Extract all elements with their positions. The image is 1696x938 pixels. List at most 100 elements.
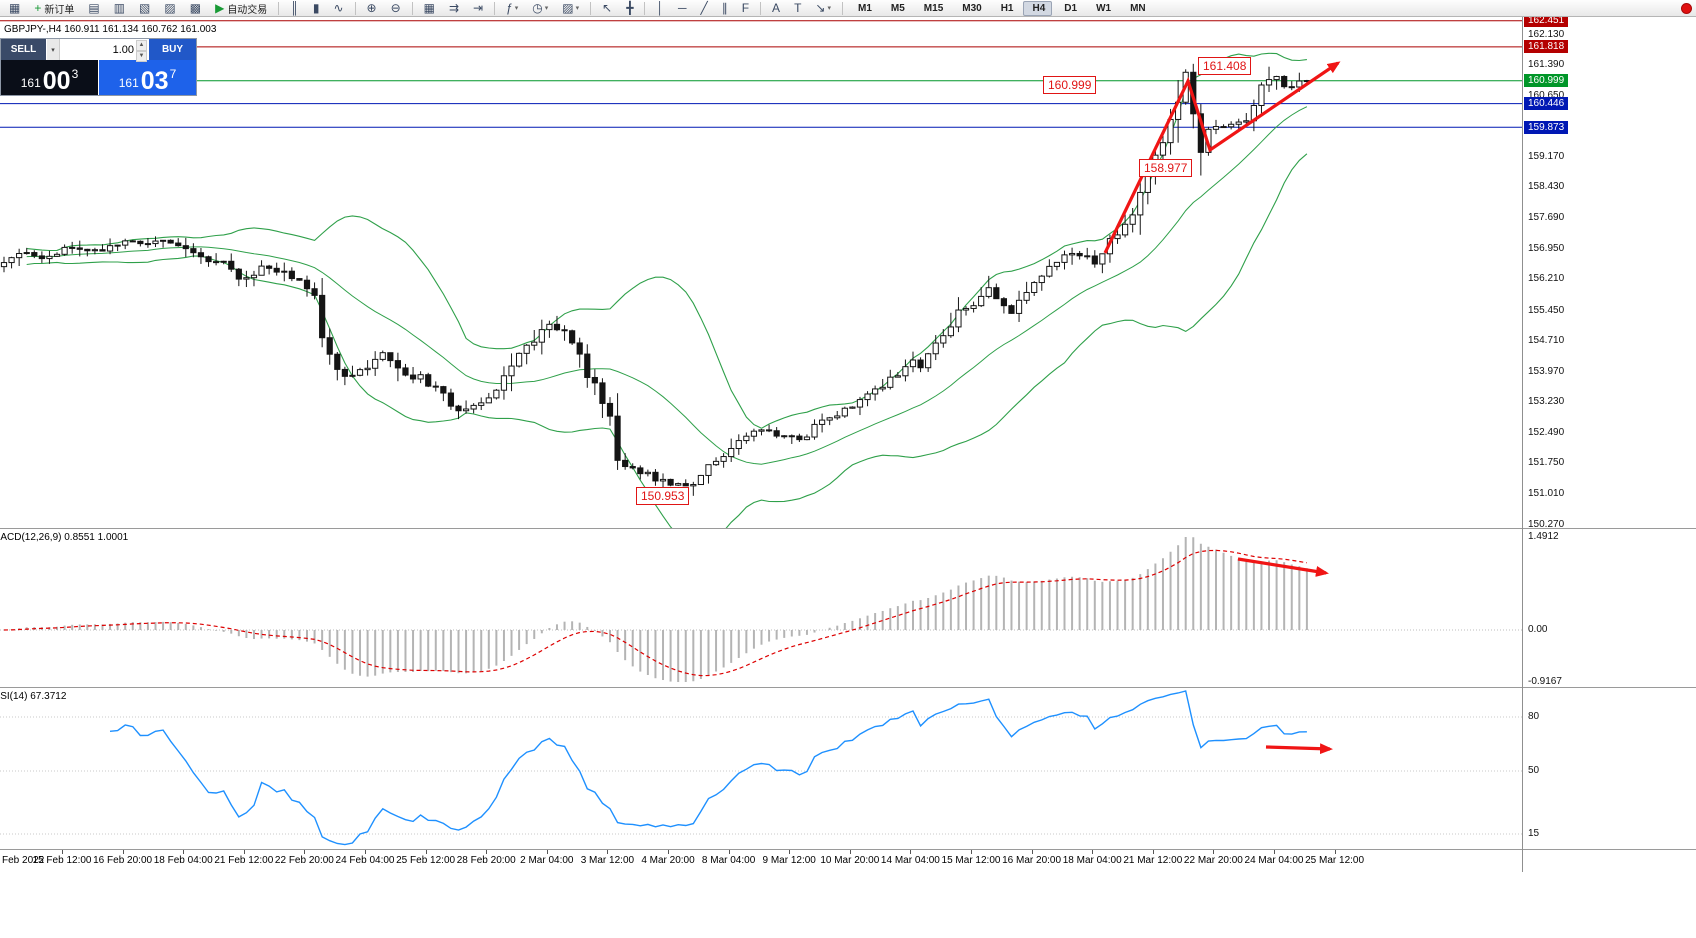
time-axis-label: 10 Mar 20:00 <box>820 855 880 866</box>
chart-shift-icon[interactable]: ⇥ <box>467 1 489 16</box>
indicators-icon[interactable]: ƒ ▾ <box>500 1 524 16</box>
sell-price-pips: 00 <box>42 67 71 95</box>
price-tick-label: 158.430 <box>1528 181 1565 193</box>
timeframe-m1-button-label: M1 <box>857 2 872 14</box>
trendline-icon[interactable]: ╱ <box>694 1 713 16</box>
sell-price[interactable]: 161 00 3 <box>1 60 98 95</box>
horizontal-line-icon: ─ <box>677 0 687 15</box>
buy-button[interactable]: BUY <box>148 39 196 60</box>
panel-separator[interactable] <box>0 528 1696 529</box>
timeframe-m15-button-label: M15 <box>923 2 944 14</box>
tile-windows-icon[interactable]: ▦ <box>418 1 441 16</box>
new-order-button[interactable]: + 新订单 <box>28 1 80 16</box>
macd-canvas[interactable] <box>0 529 1696 687</box>
terminal-icon[interactable]: ▨ <box>158 1 181 16</box>
chart-area: GBPJPY-,H4 160.911 161.134 160.762 161.0… <box>0 14 1696 530</box>
bar-chart-icon[interactable]: ║ <box>284 1 305 16</box>
timeframe-m15-button[interactable]: M15 <box>914 1 950 16</box>
zoom-in-icon[interactable]: ⊕ <box>361 1 383 16</box>
timeframe-m30-button[interactable]: M30 <box>952 1 988 16</box>
axis-separator <box>1522 17 1523 872</box>
volume-decrease-button[interactable]: ▼ <box>136 51 147 62</box>
time-axis[interactable]: Feb 2022 15 Feb 12:00 16 Feb 20:00 18 Feb 0… <box>0 850 1696 872</box>
macd-axis-label: 1.4912 <box>1528 531 1559 542</box>
time-axis-label: 16 Feb 20:00 <box>93 855 153 866</box>
time-axis-label: 22 Feb 20:00 <box>274 855 334 866</box>
buy-price[interactable]: 161 03 7 <box>98 60 196 95</box>
price-level-label: 160.446 <box>1524 97 1569 111</box>
chart-window-icon[interactable]: ▦ <box>3 1 26 16</box>
time-tick <box>728 850 730 854</box>
time-tick <box>607 850 609 854</box>
toolbar-separator <box>841 1 843 15</box>
toolbar-separator <box>278 1 280 15</box>
line-chart-icon: ∿ <box>333 0 344 15</box>
auto-scroll-icon[interactable]: ⇉ <box>443 1 465 16</box>
time-axis-label: 22 Mar 20:00 <box>1183 855 1243 866</box>
horizontal-line-icon[interactable]: ─ <box>672 1 693 16</box>
toolbar-separator <box>411 1 413 15</box>
candlestick-chart-icon[interactable]: ▮ <box>307 1 326 16</box>
data-window-icon[interactable]: ▥ <box>108 1 131 16</box>
channel-icon[interactable]: ∥ <box>716 1 734 16</box>
crosshair-icon[interactable]: ╋ <box>620 1 639 16</box>
zoom-out-icon[interactable]: ⊖ <box>385 1 407 16</box>
panel-separator[interactable] <box>0 687 1696 688</box>
sell-price-big-figure: 161 <box>20 76 41 90</box>
templates-icon[interactable]: ▨ ▾ <box>556 1 585 16</box>
timeframe-m5-button[interactable]: M5 <box>881 1 912 16</box>
price-tick-label: 160.650 <box>1528 89 1565 101</box>
strategy-tester-icon[interactable]: ▩ <box>184 1 207 16</box>
arrows-icon[interactable]: ↘ ▾ <box>809 1 837 16</box>
strategy-tester-icon: ▩ <box>189 0 202 15</box>
sell-price-point: 3 <box>71 67 79 81</box>
timeframe-mn-button[interactable]: MN <box>1120 1 1153 16</box>
chart-shift-icon: ⇥ <box>473 0 484 15</box>
timeframe-h4-button[interactable]: H4 <box>1022 0 1053 16</box>
autotrade-button[interactable]: ▶ 自动交易 <box>209 1 273 16</box>
time-tick <box>183 850 185 854</box>
volume-increase-button[interactable]: ▲ <box>136 40 147 51</box>
price-axis[interactable]: 162.130161.390160.650159.910159.170158.4… <box>1522 14 1696 530</box>
time-tick <box>365 850 366 854</box>
caret-down-icon: ▾ <box>514 5 519 12</box>
fibonacci-icon[interactable]: F <box>736 1 755 16</box>
text-label-icon[interactable]: T <box>788 1 807 16</box>
price-annotation: 161.408 <box>1198 57 1252 75</box>
volume-dropdown-button[interactable]: ▾ <box>47 39 60 60</box>
toolbar-separator <box>354 1 356 15</box>
time-axis-label: 9 Mar 12:00 <box>762 855 816 866</box>
arrows-icon: ↘ <box>815 0 826 15</box>
macd-label-area: MACD(12,26,9) 0.8551 1.0001 <box>0 532 230 545</box>
timeframe-d1-button[interactable]: D1 <box>1054 1 1084 16</box>
text-icon[interactable]: A <box>766 1 786 16</box>
macd-label: MACD(12,26,9) 0.8551 1.0001 <box>0 532 129 543</box>
rsi-axis-label: 15 <box>1528 828 1540 839</box>
time-axis-label: Feb 2022 <box>2 855 45 866</box>
price-tick-label: 154.710 <box>1528 335 1565 347</box>
toolbar-separator <box>590 1 592 15</box>
rsi-canvas[interactable] <box>0 688 1696 849</box>
periods-icon[interactable]: ◷ ▾ <box>526 1 554 16</box>
vertical-line-icon[interactable]: │ <box>650 1 670 16</box>
macd-panel: MACD(12,26,9) 0.8551 1.0001 1.4912 0.00 -0… <box>0 529 1696 687</box>
notification-icon[interactable] <box>1681 3 1692 14</box>
price-tick-label: 162.130 <box>1528 28 1565 40</box>
time-axis-label: 3 Mar 12:00 <box>580 855 635 866</box>
time-tick <box>243 850 245 854</box>
timeframe-m1-button[interactable]: M1 <box>848 1 879 16</box>
toolbar-separator <box>644 1 646 15</box>
timeframe-w1-button-label: W1 <box>1096 2 1112 14</box>
line-chart-icon[interactable]: ∿ <box>327 1 349 16</box>
rsi-axis-label: 80 <box>1528 711 1540 722</box>
market-watch-icon[interactable]: ▤ <box>82 1 105 16</box>
timeframe-w1-button[interactable]: W1 <box>1086 1 1118 16</box>
market-watch-icon: ▤ <box>88 0 100 15</box>
timeframe-h1-button[interactable]: H1 <box>991 1 1021 16</box>
cursor-icon[interactable]: ↖ <box>596 1 618 16</box>
sell-button[interactable]: SELL <box>1 39 47 60</box>
navigator-icon[interactable]: ▧ <box>133 1 156 16</box>
price-chart-canvas[interactable] <box>0 17 1696 528</box>
volume-input[interactable] <box>60 39 148 60</box>
price-tick-label: 155.450 <box>1528 304 1565 316</box>
